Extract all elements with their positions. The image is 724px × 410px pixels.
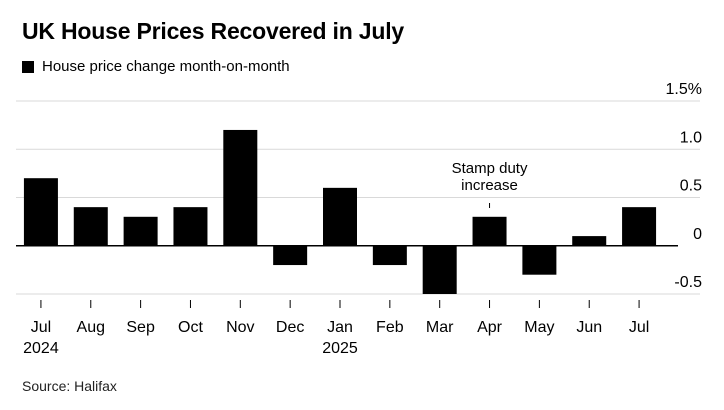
x-tick-label: Aug <box>77 319 105 336</box>
source-note: Source: Halifax <box>22 378 117 394</box>
x-tick-label: Apr <box>477 319 503 336</box>
y-tick-label: 0.5 <box>680 178 702 195</box>
y-tick-label: 1.0 <box>680 129 702 146</box>
annotation-text: increase <box>461 177 518 194</box>
bar <box>572 236 607 246</box>
bar <box>522 245 557 275</box>
x-year-label: 2025 <box>322 340 358 357</box>
gridlines <box>16 100 700 295</box>
bar <box>173 207 208 246</box>
x-tick-label: May <box>524 319 554 336</box>
x-tick-label: Sep <box>126 319 155 336</box>
x-tick-labels: Jul 2024 Aug Sep Oct Nov Dec Jan 2025 Feb Mar Apr Ma… <box>23 319 649 357</box>
y-tick-label: 0 <box>693 226 702 243</box>
x-year-label: 2024 <box>23 340 59 357</box>
y-tick-label: 1.5% <box>666 81 702 98</box>
x-tick-label: Jun <box>576 319 602 336</box>
bar <box>123 216 158 246</box>
legend-swatch <box>22 60 34 73</box>
bar <box>622 207 657 246</box>
bar <box>73 207 108 246</box>
bars <box>23 129 657 294</box>
x-tick-label: Dec <box>276 319 304 336</box>
legend: House price change month-on-month <box>22 58 290 75</box>
bar <box>273 245 308 266</box>
legend-label: House price change month-on-month <box>42 58 290 75</box>
x-tick-label: Feb <box>376 319 404 336</box>
x-tick-label: Oct <box>178 319 203 336</box>
y-tick-labels: -0.5 0 0.5 1.0 1.5% <box>666 81 703 291</box>
x-tick-label: Nov <box>226 319 254 336</box>
x-ticks <box>40 300 640 308</box>
x-tick-label: Jul <box>31 319 51 336</box>
annotation-text: Stamp duty <box>452 160 528 177</box>
chart-title: UK House Prices Recovered in July <box>22 18 404 44</box>
bar <box>223 129 258 246</box>
bar <box>23 178 58 246</box>
x-tick-label: Jul <box>629 319 649 336</box>
bar <box>422 245 457 294</box>
y-tick-label: -0.5 <box>674 274 702 291</box>
bar <box>323 187 357 246</box>
x-tick-label: Mar <box>426 319 454 336</box>
bar <box>472 216 507 246</box>
x-tick-label: Jan <box>327 319 353 336</box>
bar <box>372 245 407 266</box>
